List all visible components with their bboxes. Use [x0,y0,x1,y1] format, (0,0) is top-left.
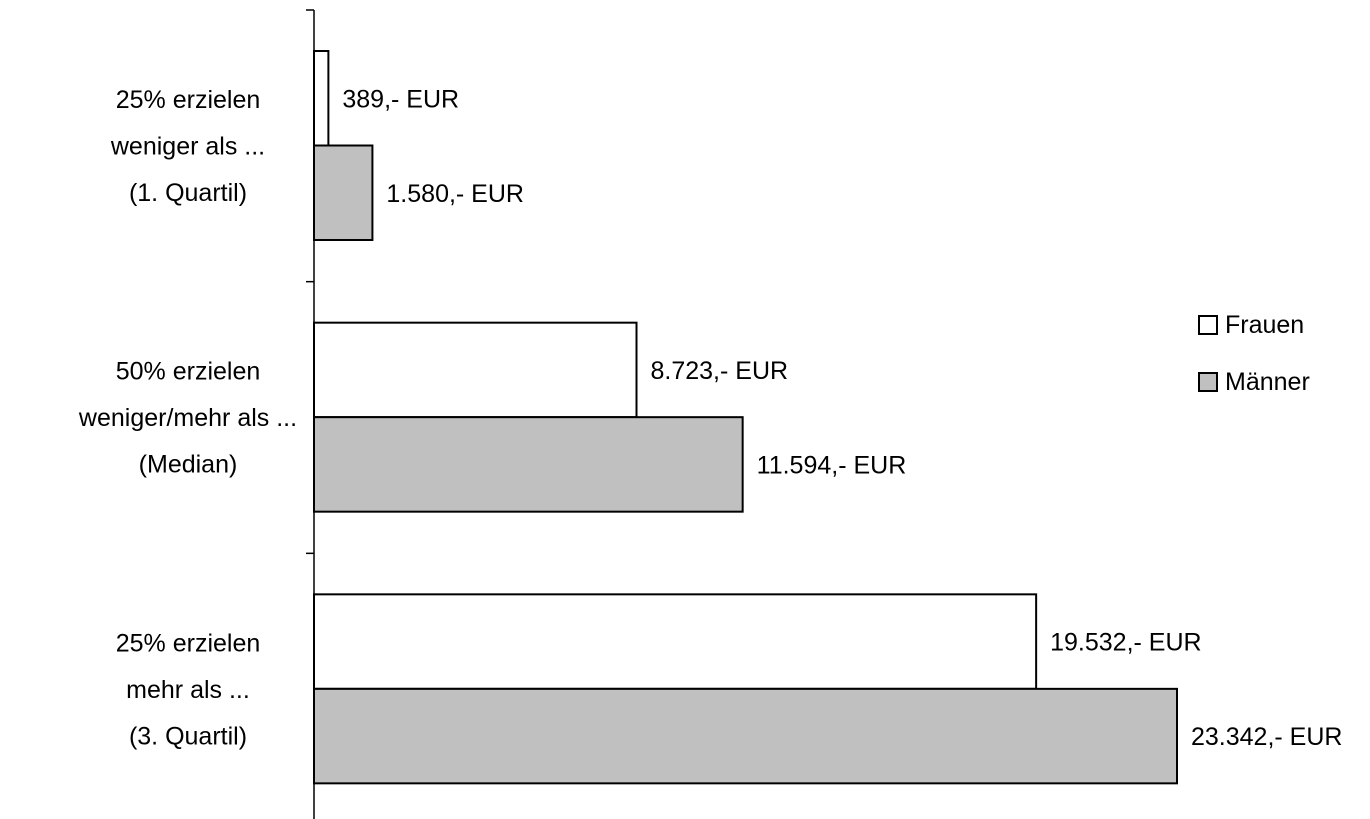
bar-frauen-2 [313,321,638,419]
category-label: (3. Quartil) [129,722,247,750]
value-label: 19.532,- EUR [1050,629,1201,657]
value-label: 23.342,- EUR [1191,723,1342,751]
value-label: 389,- EUR [342,85,459,113]
category-label: 50% erzielen [116,358,261,386]
legend-swatch-maenner [1198,372,1218,392]
bar-frauen-3 [313,593,1038,690]
legend-label-maenner: Männer [1225,368,1310,396]
value-label: 11.594,- EUR [757,451,907,479]
value-label: 8.723,- EUR [651,357,789,385]
category-label: mehr als ... [126,676,250,704]
bar-maenner-3 [313,687,1178,785]
value-labels-layer: 389,- EUR 1.580,- EUR 8.723,- EUR 11.594,- … [342,85,1342,751]
category-label: (Median) [139,451,238,479]
value-label: 1.580,- EUR [386,180,524,208]
category-label: 25% erzielen [116,86,261,114]
category-label: weniger/mehr als ... [78,404,297,432]
legend-label-frauen: Frauen [1225,311,1304,339]
bars-layer [313,50,1178,785]
legend-swatch-frauen [1198,315,1218,335]
category-label: (1. Quartil) [129,179,247,207]
bar-frauen-1 [313,50,330,147]
category-labels-layer: 25% erzielen weniger als ... (1. Quartil) 5… [78,86,297,750]
bar-maenner-1 [313,144,374,241]
category-label: 25% erzielen [116,629,261,657]
value-axis-layer [306,9,315,819]
bar-maenner-2 [313,416,744,513]
category-label: weniger als ... [110,133,265,161]
legend: Frauen Männer [1198,311,1310,396]
